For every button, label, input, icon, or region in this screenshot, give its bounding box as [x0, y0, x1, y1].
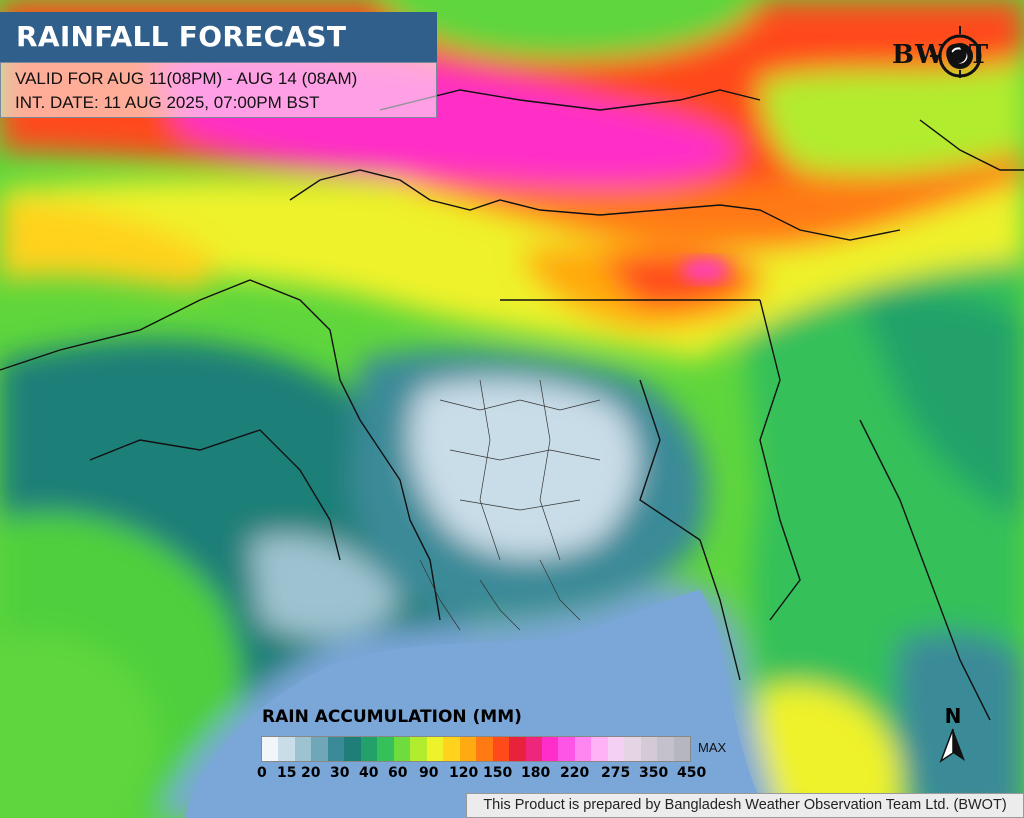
legend-swatch: [591, 737, 608, 761]
legend-tick: 350: [639, 765, 669, 781]
logo-text: BWOT: [892, 40, 990, 70]
legend-swatch: [459, 737, 477, 761]
legend-tick: 0: [257, 765, 267, 781]
init-date: INT. DATE: 11 AUG 2025, 07:00PM BST: [15, 93, 320, 112]
legend-max-label: MAX: [698, 740, 727, 755]
legend-swatch: [344, 737, 361, 761]
legend-tick: 450: [677, 765, 707, 781]
legend-swatch: [262, 737, 279, 761]
legend-tick: 120: [449, 765, 479, 781]
svg-text:N: N: [945, 704, 962, 728]
legend-tick: 60: [388, 765, 408, 781]
legend-swatch: [640, 737, 658, 761]
legend-swatch: [492, 737, 510, 761]
credit-footer: This Product is prepared by Bangladesh W…: [466, 793, 1024, 818]
legend-swatch: [525, 737, 542, 761]
legend-swatch: [443, 737, 460, 761]
legend-swatch: [509, 737, 526, 761]
legend-swatch: [673, 737, 691, 761]
forecast-info: VALID FOR AUG 11(08PM) - AUG 14 (08AM) I…: [0, 62, 437, 118]
legend-tick: 180: [521, 765, 551, 781]
rain-hotspot: [681, 258, 729, 282]
legend-swatch: [278, 737, 295, 761]
legend-swatch: [294, 737, 312, 761]
legend-swatch: [657, 737, 674, 761]
legend-swatch: [426, 737, 444, 761]
valid-period: VALID FOR AUG 11(08PM) - AUG 14 (08AM): [15, 69, 358, 88]
legend-tick: 220: [560, 765, 590, 781]
legend-swatch: [541, 737, 559, 761]
legend-tick: 20: [301, 765, 321, 781]
legend-swatch: [476, 737, 493, 761]
legend-swatch: [624, 737, 641, 761]
legend-swatch: [360, 737, 378, 761]
legend-swatch: [558, 737, 575, 761]
legend-swatch: [410, 737, 427, 761]
legend-swatch: [393, 737, 411, 761]
boundary-lines: [0, 89, 1024, 721]
legend-tick: 40: [359, 765, 379, 781]
globe-logo-icon: [930, 26, 982, 78]
legend-swatch: [377, 737, 394, 761]
legend-tick: 90: [419, 765, 439, 781]
legend-tick: 275: [601, 765, 631, 781]
legend-title: RAIN ACCUMULATION (MM): [262, 707, 522, 727]
legend-swatch: [574, 737, 592, 761]
forecast-title: RAINFALL FORECAST: [0, 12, 437, 62]
north-arrow-icon: N: [939, 704, 965, 763]
legend-tick: 15: [277, 765, 297, 781]
legend-color-bar: [261, 736, 691, 762]
legend-tick: 30: [330, 765, 350, 781]
legend-swatch: [327, 737, 345, 761]
district-lines: [419, 379, 601, 631]
legend-tick: 150: [483, 765, 513, 781]
legend-swatch: [607, 737, 625, 761]
legend-tick-labels: 0 15 20 30 40 60 90 120 150 180 220 275 350 450: [255, 765, 707, 783]
legend-swatch: [311, 737, 328, 761]
